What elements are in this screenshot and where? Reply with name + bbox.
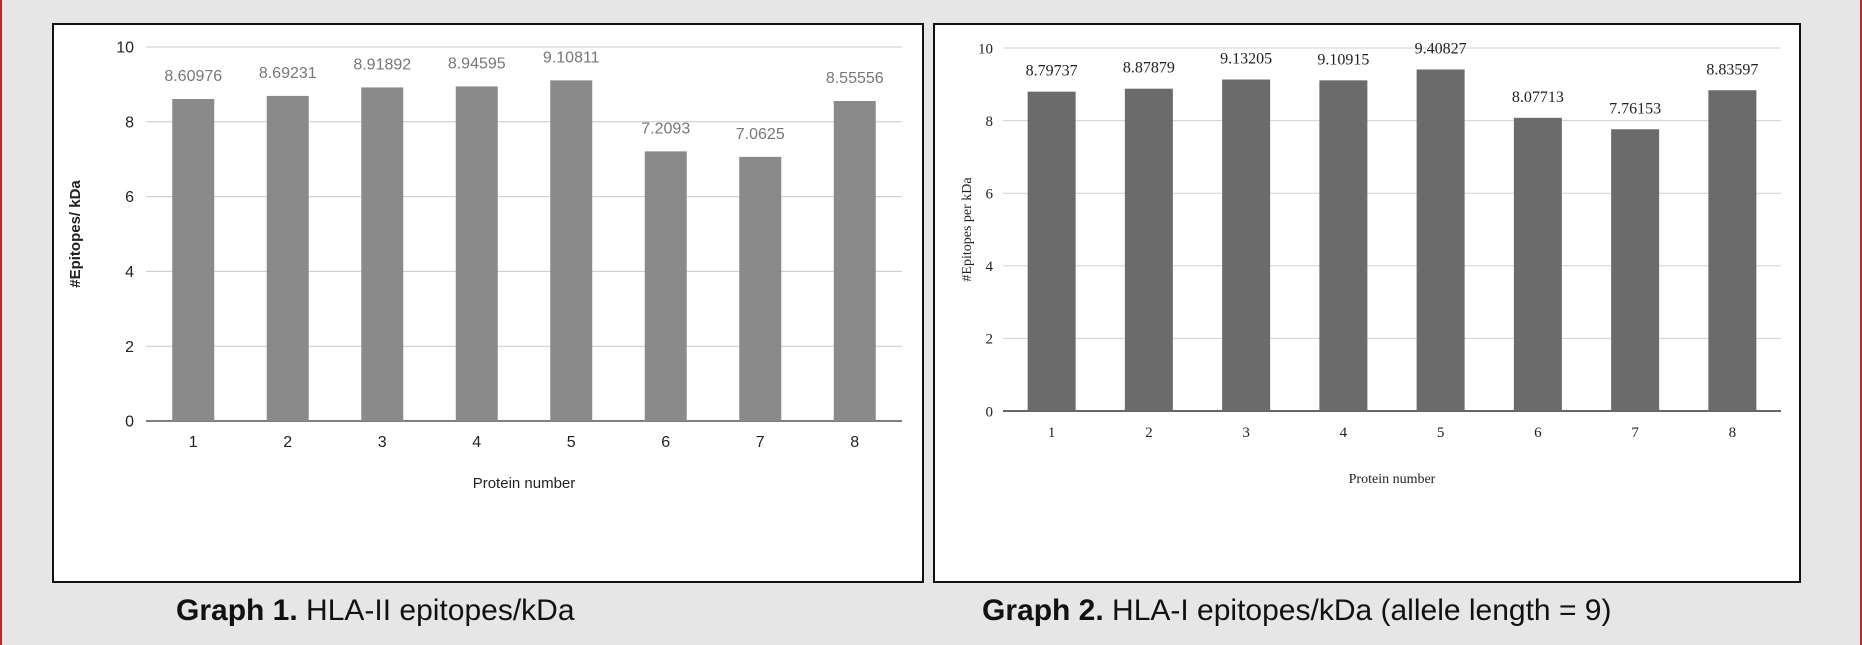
graph1-xtick-label: 8	[850, 434, 859, 451]
graph1-xtick-label: 4	[472, 434, 481, 451]
graph1-bar	[361, 87, 404, 422]
graph2-xtick-label: 8	[1729, 425, 1737, 441]
graph2-panel: 0 2 4 6 8 10 8.79737 1 8.87879 2 9.13205 3 9.10915 4 9…	[933, 23, 1801, 583]
graph1-xtick-label: 6	[661, 434, 670, 451]
graph1-ytick-label: 4	[125, 264, 134, 281]
graph1-xtick-label: 5	[567, 434, 576, 451]
graph1-chart: 0 2 4 6 8 10 8.60976 1 8.69231 2 8.91892 3 8.94595 4 9…	[67, 40, 902, 492]
graph2-bar	[1027, 91, 1076, 412]
graph1-ytick-label: 6	[125, 189, 134, 206]
graph1-bar	[455, 86, 498, 421]
graph1-xtick-label: 3	[378, 434, 387, 451]
graph2-x-axis-title: Protein number	[1349, 472, 1436, 487]
graph2-ytick-label: 10	[978, 41, 993, 57]
graph1-bar	[266, 95, 309, 422]
graph1-data-label: 7.2093	[641, 120, 690, 137]
graph2-ytick-label: 6	[986, 186, 994, 202]
graph2-caption: Graph 2. HLA-I epitopes/kDa (allele leng…	[982, 594, 1611, 628]
graph2-bar	[1611, 129, 1660, 411]
graph2-data-label: 9.13205	[1220, 51, 1272, 68]
graph2-caption-text: HLA-I epitopes/kDa (allele length = 9)	[1103, 594, 1612, 627]
graph1-xtick-label: 2	[283, 434, 292, 451]
graph1-caption: Graph 1. HLA-II epitopes/kDa	[176, 594, 575, 628]
graph2-bar	[1319, 80, 1368, 411]
graph1-bar	[739, 156, 782, 422]
graph2-bar	[1416, 69, 1465, 411]
graph1-data-label: 8.69231	[259, 65, 317, 82]
graph2-data-label: 9.10915	[1317, 51, 1369, 68]
graph2-xtick-label: 1	[1048, 425, 1056, 441]
graph2-caption-label: Graph 2.	[982, 594, 1104, 627]
graph2-ytick-label: 2	[986, 332, 994, 348]
graph1-data-label: 8.94595	[448, 55, 506, 72]
graph1-bar	[550, 80, 593, 421]
graph1-y-axis-title: #Epitopes/ kDa	[67, 180, 84, 288]
graph1-ytick-label: 10	[116, 40, 134, 57]
graph2-data-label: 8.07713	[1512, 89, 1564, 106]
graph1-data-label: 9.10811	[543, 49, 600, 66]
graph1-caption-text: HLA-II epitopes/kDa	[297, 594, 575, 627]
graph2-data-label: 8.83597	[1706, 61, 1758, 78]
graph2-chart: 0 2 4 6 8 10 8.79737 1 8.87879 2 9.13205 3 9.10915 4 9…	[960, 40, 1781, 487]
graph2-ytick-label: 0	[986, 404, 994, 420]
graph1-bar	[644, 151, 687, 421]
graph1-data-label: 8.55556	[826, 70, 884, 87]
graph1-data-label: 8.91892	[353, 56, 411, 73]
graph1-ytick-label: 2	[125, 339, 134, 356]
graph2-ytick-label: 8	[986, 114, 994, 130]
graph2-xtick-label: 4	[1340, 425, 1348, 441]
graph2-bar	[1513, 117, 1562, 412]
graph2-data-label: 8.79737	[1026, 63, 1078, 80]
graph2-xtick-label: 5	[1437, 425, 1445, 441]
graph1-caption-label: Graph 1.	[176, 594, 298, 627]
graph1-bar	[172, 98, 215, 422]
graph2-data-label: 7.76153	[1609, 100, 1661, 117]
graph1-data-label: 7.0625	[736, 126, 785, 143]
graph1-bar	[833, 101, 876, 421]
graph1-data-label: 8.60976	[164, 68, 222, 85]
graph1-xtick-label: 1	[189, 434, 198, 451]
graph2-bar	[1708, 90, 1757, 412]
graph1-ytick-label: 8	[125, 114, 134, 131]
graph2-bar	[1222, 79, 1271, 411]
graph1-xtick-label: 7	[756, 434, 765, 451]
graph2-ytick-label: 4	[986, 259, 994, 275]
graph1-panel: 0 2 4 6 8 10 8.60976 1 8.69231 2 8.91892 3 8.94595 4 9…	[52, 23, 924, 583]
graph2-xtick-label: 7	[1631, 425, 1639, 441]
graph2-xtick-label: 6	[1534, 425, 1542, 441]
graph2-y-axis-title: #Epitopes per kDa	[960, 177, 975, 282]
graph1-x-axis-title: Protein number	[473, 475, 576, 492]
graph1-ytick-label: 0	[125, 414, 134, 431]
graph2-data-label: 8.87879	[1123, 60, 1175, 77]
graph2-xtick-label: 2	[1145, 425, 1153, 441]
graph2-bar	[1124, 88, 1173, 411]
graph2-data-label: 9.40827	[1415, 40, 1467, 57]
graph2-xtick-label: 3	[1242, 425, 1250, 441]
